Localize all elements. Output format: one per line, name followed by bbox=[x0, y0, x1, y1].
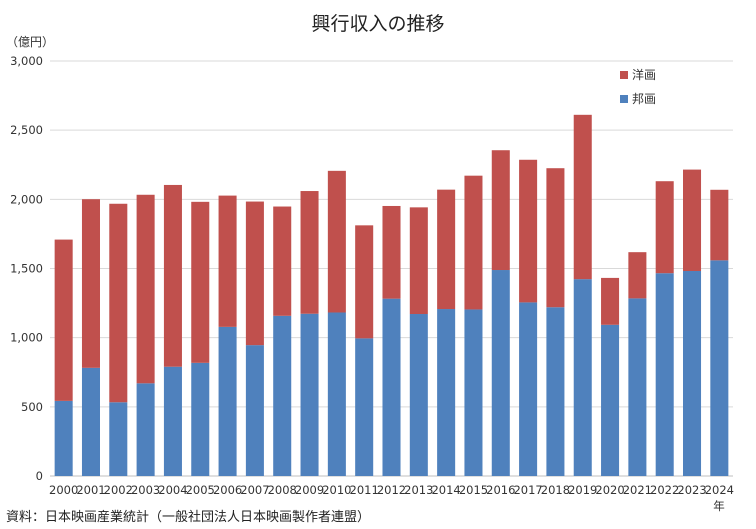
bar-segment bbox=[245, 201, 264, 346]
y-tick-label: 2,000 bbox=[10, 192, 43, 206]
bar-segment bbox=[464, 309, 483, 476]
x-axis-ticks: 2000200120022003200420052006200720082009… bbox=[49, 483, 734, 497]
bar-segment bbox=[409, 314, 428, 476]
bar-segment bbox=[683, 169, 702, 271]
x-tick-label: 2006 bbox=[213, 483, 242, 497]
y-axis-unit: （億円） bbox=[6, 35, 54, 49]
bar-segment bbox=[382, 205, 401, 299]
y-tick-label: 0 bbox=[36, 469, 43, 483]
bar-segment bbox=[491, 270, 510, 476]
bar-segment bbox=[437, 189, 456, 310]
x-tick-label: 2012 bbox=[377, 483, 406, 497]
bar-segment bbox=[109, 402, 128, 476]
x-tick-label: 2023 bbox=[677, 483, 706, 497]
legend-swatch bbox=[620, 95, 628, 103]
y-axis-ticks: 0 500 1,000 1,500 2,000 2,500 3,000 bbox=[10, 54, 43, 483]
bar-segment bbox=[710, 189, 729, 261]
bar-segment bbox=[519, 302, 538, 476]
x-tick-label: 2003 bbox=[131, 483, 160, 497]
x-tick-label: 2020 bbox=[595, 483, 624, 497]
bar-segment bbox=[464, 175, 483, 310]
x-tick-label: 2010 bbox=[322, 483, 351, 497]
bar-segment bbox=[573, 114, 592, 280]
x-tick-label: 2024 bbox=[705, 483, 734, 497]
bar-segment bbox=[163, 184, 182, 367]
bar-segment bbox=[601, 324, 620, 476]
x-axis-unit: 年 bbox=[713, 499, 725, 513]
x-tick-label: 2016 bbox=[486, 483, 515, 497]
x-tick-label: 2002 bbox=[104, 483, 133, 497]
source-note: 資料：日本映画産業統計（一般社団法人日本映画製作者連盟） bbox=[6, 509, 370, 525]
bar-segment bbox=[327, 312, 346, 476]
bar-segment bbox=[409, 207, 428, 315]
bar-segment bbox=[382, 298, 401, 476]
bar-segment bbox=[355, 225, 374, 339]
y-tick-label: 1,500 bbox=[10, 262, 43, 276]
bars bbox=[54, 114, 729, 476]
bar-segment bbox=[273, 315, 292, 476]
y-tick-label: 1,000 bbox=[10, 331, 43, 345]
bar-segment bbox=[300, 191, 319, 314]
bar-segment bbox=[655, 181, 674, 274]
bar-segment bbox=[355, 338, 374, 476]
bar-segment bbox=[628, 298, 647, 476]
bar-segment bbox=[136, 383, 155, 476]
bar-segment bbox=[437, 309, 456, 476]
bar-segment bbox=[573, 279, 592, 476]
bar-segment bbox=[191, 362, 210, 476]
bar-segment bbox=[109, 203, 128, 403]
legend-label: 洋画 bbox=[632, 67, 656, 82]
bar-segment bbox=[710, 260, 729, 476]
y-tick-label: 2,500 bbox=[10, 123, 43, 137]
bar-segment bbox=[54, 400, 73, 476]
bar-segment bbox=[300, 313, 319, 476]
bar-segment bbox=[327, 170, 346, 313]
bar-segment bbox=[245, 345, 264, 476]
bar-segment bbox=[628, 252, 647, 299]
bar-segment bbox=[218, 326, 237, 476]
x-tick-label: 2015 bbox=[459, 483, 488, 497]
legend-label: 邦画 bbox=[632, 92, 656, 106]
bar-segment bbox=[655, 273, 674, 476]
bar-segment bbox=[491, 150, 510, 271]
x-tick-label: 2021 bbox=[623, 483, 652, 497]
x-tick-label: 2019 bbox=[568, 483, 597, 497]
x-tick-label: 2014 bbox=[431, 483, 460, 497]
bar-segment bbox=[519, 159, 538, 303]
bar-segment bbox=[81, 199, 100, 368]
x-tick-label: 2008 bbox=[268, 483, 297, 497]
bar-segment bbox=[273, 206, 292, 316]
bar-segment bbox=[163, 366, 182, 476]
bar-segment bbox=[601, 277, 620, 325]
bar-segment bbox=[191, 201, 210, 363]
x-tick-label: 2018 bbox=[541, 483, 570, 497]
bar-segment bbox=[683, 270, 702, 476]
x-tick-label: 2009 bbox=[295, 483, 324, 497]
bar-segment bbox=[546, 168, 565, 308]
y-tick-label: 500 bbox=[21, 400, 43, 414]
x-tick-label: 2017 bbox=[513, 483, 542, 497]
x-tick-label: 2004 bbox=[158, 483, 187, 497]
legend-swatch bbox=[620, 71, 628, 79]
x-tick-label: 2001 bbox=[76, 483, 105, 497]
bar-segment bbox=[81, 367, 100, 476]
x-tick-label: 2011 bbox=[350, 483, 379, 497]
bar-segment bbox=[546, 307, 565, 476]
x-tick-label: 2013 bbox=[404, 483, 433, 497]
bar-segment bbox=[218, 195, 237, 327]
x-tick-label: 2000 bbox=[49, 483, 78, 497]
chart-title: 興行収入の推移 bbox=[311, 13, 444, 35]
bar-segment bbox=[136, 194, 155, 384]
y-tick-label: 3,000 bbox=[10, 54, 43, 68]
x-tick-label: 2007 bbox=[240, 483, 269, 497]
x-tick-label: 2005 bbox=[186, 483, 215, 497]
bar-segment bbox=[54, 239, 73, 401]
x-tick-label: 2022 bbox=[650, 483, 679, 497]
